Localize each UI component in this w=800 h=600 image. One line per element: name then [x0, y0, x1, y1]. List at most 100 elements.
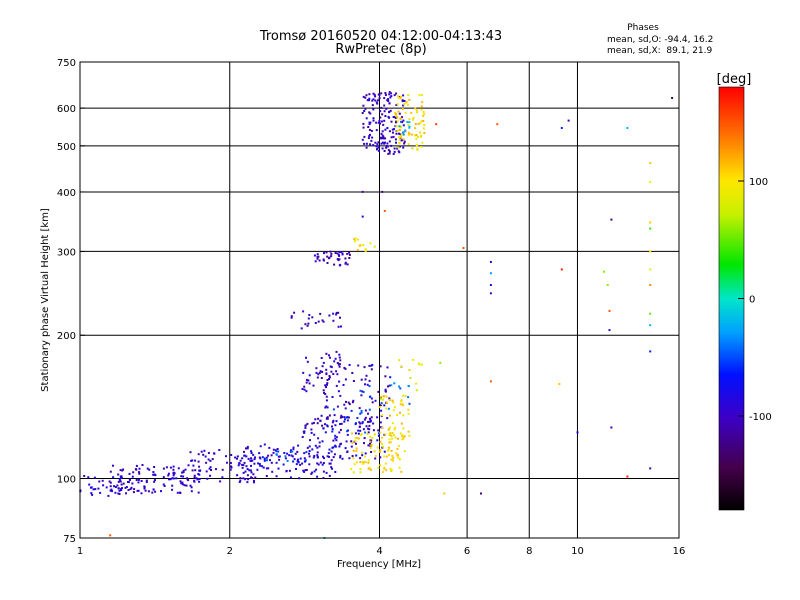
data-point — [385, 407, 388, 410]
data-point — [420, 146, 423, 148]
data-point — [152, 488, 155, 491]
data-point — [198, 480, 201, 483]
data-point — [109, 481, 112, 484]
data-point — [328, 414, 331, 417]
data-point — [162, 467, 165, 470]
data-point — [314, 322, 317, 324]
data-point — [389, 399, 391, 401]
data-point — [211, 458, 214, 461]
colorbar-tick-label: 100 — [749, 177, 768, 188]
data-point — [120, 483, 123, 486]
data-point — [154, 479, 156, 482]
data-point — [355, 447, 358, 450]
data-point — [404, 102, 407, 104]
data-point — [337, 390, 340, 393]
data-point — [329, 356, 331, 359]
data-point — [295, 468, 297, 470]
data-point — [326, 406, 329, 409]
data-point — [300, 327, 303, 330]
x-axis-label: Frequency [MHz] — [337, 559, 421, 570]
data-point — [365, 117, 368, 120]
data-point — [288, 454, 291, 457]
data-point — [236, 474, 239, 477]
data-point — [390, 136, 393, 139]
data-point — [302, 371, 305, 374]
data-point — [423, 113, 426, 116]
data-point — [369, 133, 371, 136]
data-point — [253, 458, 256, 461]
data-point — [169, 466, 172, 469]
data-point — [489, 261, 492, 263]
data-point — [390, 120, 393, 123]
data-point — [203, 449, 206, 452]
x-tick-label: 4 — [376, 546, 382, 557]
colorbar-label: [deg] — [717, 72, 752, 87]
data-point — [381, 443, 383, 445]
data-point — [191, 469, 194, 472]
data-point — [422, 120, 425, 122]
data-point — [496, 123, 499, 126]
data-point — [120, 488, 122, 491]
data-point — [172, 465, 175, 468]
data-point — [122, 468, 125, 471]
data-point — [389, 467, 392, 470]
data-point — [319, 312, 322, 315]
data-point — [389, 441, 392, 444]
data-point — [316, 454, 319, 457]
data-point — [192, 464, 195, 467]
data-point — [332, 319, 335, 322]
data-point — [347, 401, 350, 404]
data-point — [90, 492, 93, 495]
data-point — [205, 470, 208, 473]
data-point — [346, 419, 349, 422]
data-point — [225, 455, 227, 458]
data-point — [346, 451, 349, 453]
data-point — [390, 449, 393, 452]
data-point — [246, 481, 249, 484]
data-point — [407, 134, 410, 137]
data-point — [362, 126, 365, 129]
data-point — [143, 486, 146, 489]
data-point — [189, 484, 192, 487]
data-point — [292, 460, 295, 463]
data-point — [370, 416, 373, 419]
data-point — [317, 463, 320, 466]
data-point — [290, 315, 293, 318]
data-point — [348, 403, 351, 406]
data-point — [162, 483, 165, 486]
data-point — [333, 414, 336, 417]
data-point — [303, 388, 306, 391]
data-point — [117, 487, 120, 490]
data-point — [306, 422, 309, 425]
data-point — [369, 419, 372, 422]
data-point — [356, 249, 359, 251]
data-point — [379, 426, 382, 429]
data-point — [171, 477, 174, 480]
data-point — [363, 437, 366, 440]
data-point — [302, 310, 305, 313]
data-point — [382, 470, 385, 473]
data-point — [108, 480, 111, 483]
data-point — [313, 470, 316, 473]
data-point — [359, 468, 362, 470]
data-point — [396, 120, 399, 123]
data-point — [332, 446, 335, 449]
data-point — [408, 121, 411, 124]
data-point — [218, 449, 221, 451]
data-point — [382, 123, 385, 126]
data-point — [398, 112, 401, 115]
data-point — [372, 108, 375, 111]
data-point — [415, 389, 418, 392]
data-point — [369, 242, 372, 245]
data-point — [321, 319, 324, 322]
data-point — [399, 97, 402, 100]
data-point — [259, 457, 262, 460]
data-point — [297, 458, 299, 461]
data-point — [404, 395, 407, 397]
data-point — [362, 95, 365, 98]
data-point — [402, 94, 405, 97]
data-point — [401, 402, 404, 405]
data-point — [407, 94, 410, 96]
data-point — [354, 423, 357, 426]
data-point — [370, 129, 373, 132]
